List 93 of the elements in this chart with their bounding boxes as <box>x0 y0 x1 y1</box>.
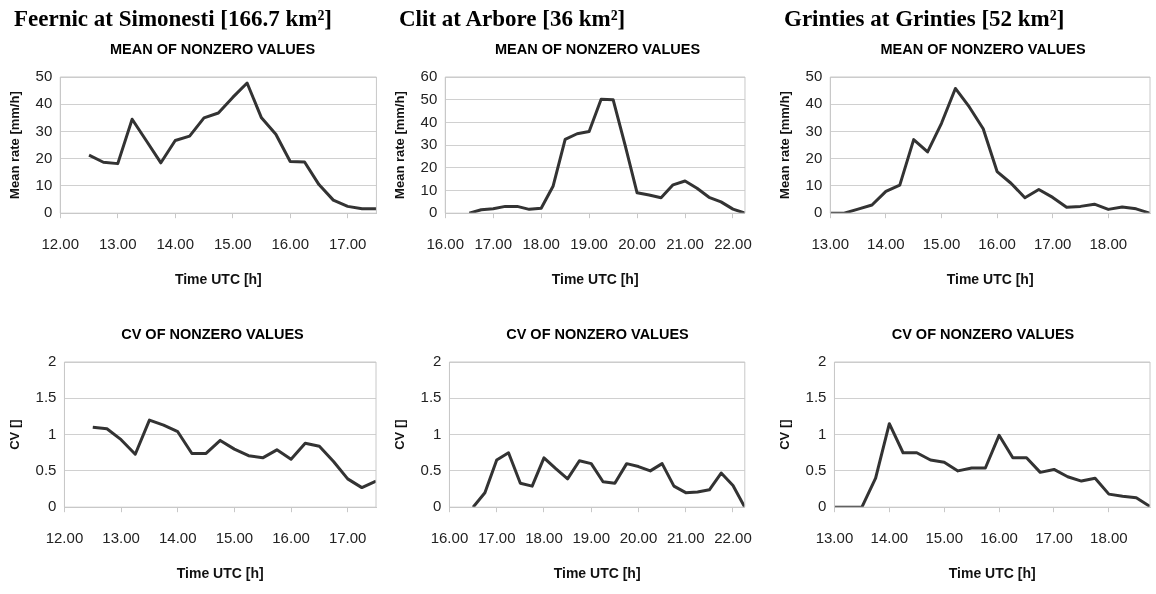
x-tick-label: 19.00 <box>572 529 610 547</box>
y-tick-label: 0.5 <box>805 461 827 479</box>
x-tick-label: 15.00 <box>925 529 963 547</box>
chart-title: CV OF NONZERO VALUES <box>890 325 1076 344</box>
y-tick-label: 30 <box>35 121 53 139</box>
x-tick-label: 16.00 <box>430 529 469 547</box>
x-tick-label: 18.00 <box>525 529 563 547</box>
x-tick-label: 22.00 <box>714 235 752 253</box>
y-tick-label: 40 <box>420 112 438 130</box>
y-tick-label: 0 <box>428 203 438 221</box>
y-tick-label: 40 <box>35 94 53 112</box>
x-tick-label: 13.00 <box>102 529 140 547</box>
chart-title: Grinties at Grinties [52 km²] <box>783 5 1066 33</box>
x-tick-label: 17.00 <box>328 235 367 253</box>
x-tick-label: 16.00 <box>272 529 310 547</box>
x-tick-label: 20.00 <box>619 529 658 547</box>
y-tick-label: 0 <box>818 497 827 515</box>
x-tick-label: 15.00 <box>922 235 961 253</box>
x-tick-label: 16.00 <box>980 529 1018 547</box>
x-tick-label: 18.00 <box>1089 235 1128 253</box>
y-tick-label: 0 <box>433 497 442 515</box>
chart-subtitle: MEAN OF NONZERO VALUES <box>108 40 317 59</box>
y-tick-label: 30 <box>420 135 438 153</box>
y-axis-title: CV [] <box>7 419 23 450</box>
x-axis-title: Time UTC [h] <box>946 271 1034 288</box>
x-tick-label: 13.00 <box>98 235 137 253</box>
x-tick-label: 17.00 <box>477 529 516 547</box>
y-tick-label: 0 <box>48 497 57 515</box>
x-tick-label: 18.00 <box>522 235 560 253</box>
x-tick-label: 14.00 <box>867 235 905 253</box>
x-axis-title: Time UTC [h] <box>176 565 264 582</box>
y-axis-title: Mean rate [mm/h] <box>392 91 408 199</box>
chart-title: CV OF NONZERO VALUES <box>120 325 305 344</box>
y-tick-label: 2 <box>818 352 827 370</box>
y-tick-label: 20 <box>35 148 53 166</box>
x-tick-label: 12.00 <box>45 529 84 547</box>
x-tick-label: 17.00 <box>1035 529 1073 547</box>
y-tick-label: 1 <box>48 424 57 442</box>
y-axis-title: Mean rate [mm/h] <box>777 91 793 199</box>
x-axis-title: Time UTC [h] <box>551 271 639 288</box>
y-tick-label: 1.5 <box>805 388 827 406</box>
chart-subtitle: MEAN OF NONZERO VALUES <box>493 40 702 59</box>
y-axis-title: CV [] <box>392 419 408 450</box>
x-tick-label: 15.00 <box>213 235 252 253</box>
x-tick-label: 17.00 <box>474 235 513 253</box>
chart-title: Clit at Arbore [36 km²] <box>398 5 627 33</box>
x-tick-label: 16.00 <box>978 235 1016 253</box>
y-tick-label: 50 <box>35 67 53 85</box>
y-tick-label: 1 <box>433 424 442 442</box>
y-tick-label: 40 <box>805 94 823 112</box>
x-tick-label: 20.00 <box>618 235 656 253</box>
y-tick-label: 50 <box>805 67 823 85</box>
x-tick-label: 17.00 <box>328 529 367 547</box>
y-tick-label: 0 <box>813 203 823 221</box>
x-tick-label: 21.00 <box>666 529 705 547</box>
x-tick-label: 21.00 <box>666 235 704 253</box>
y-tick-label: 2 <box>433 352 442 370</box>
chart-subtitle: MEAN OF NONZERO VALUES <box>879 40 1087 59</box>
y-axis-title: Mean rate [mm/h] <box>7 91 23 199</box>
x-axis-title: Time UTC [h] <box>174 271 262 288</box>
y-tick-label: 0.5 <box>35 461 57 479</box>
x-tick-label: 16.00 <box>426 235 465 253</box>
y-tick-label: 0.5 <box>420 461 442 479</box>
x-tick-label: 15.00 <box>215 529 254 547</box>
x-tick-label: 13.00 <box>811 235 850 253</box>
y-tick-label: 10 <box>805 176 823 194</box>
y-tick-label: 1.5 <box>35 388 57 406</box>
x-tick-label: 14.00 <box>158 529 197 547</box>
y-tick-label: 2 <box>48 352 57 370</box>
x-axis-title: Time UTC [h] <box>553 565 641 582</box>
y-tick-label: 10 <box>35 176 53 194</box>
y-tick-label: 30 <box>805 121 823 139</box>
y-tick-label: 10 <box>420 180 438 198</box>
y-axis-title: CV [] <box>777 419 793 450</box>
y-tick-label: 0 <box>43 203 53 221</box>
x-tick-label: 18.00 <box>1090 529 1128 547</box>
chart-title: Feernic at Simonesti [166.7 km²] <box>13 5 333 33</box>
x-axis-title: Time UTC [h] <box>948 565 1036 582</box>
y-tick-label: 20 <box>420 157 438 175</box>
x-tick-label: 17.00 <box>1033 235 1072 253</box>
y-tick-label: 50 <box>420 89 438 107</box>
chart-title: CV OF NONZERO VALUES <box>505 325 690 344</box>
y-tick-label: 1 <box>818 424 827 442</box>
x-tick-label: 19.00 <box>570 235 608 253</box>
x-tick-label: 22.00 <box>714 529 752 547</box>
y-tick-label: 60 <box>420 67 438 85</box>
x-tick-label: 12.00 <box>41 235 80 253</box>
x-tick-label: 13.00 <box>815 529 854 547</box>
y-tick-label: 20 <box>805 148 823 166</box>
y-tick-label: 1.5 <box>420 388 442 406</box>
x-tick-label: 16.00 <box>271 235 309 253</box>
x-tick-label: 14.00 <box>870 529 909 547</box>
x-tick-label: 14.00 <box>156 235 195 253</box>
